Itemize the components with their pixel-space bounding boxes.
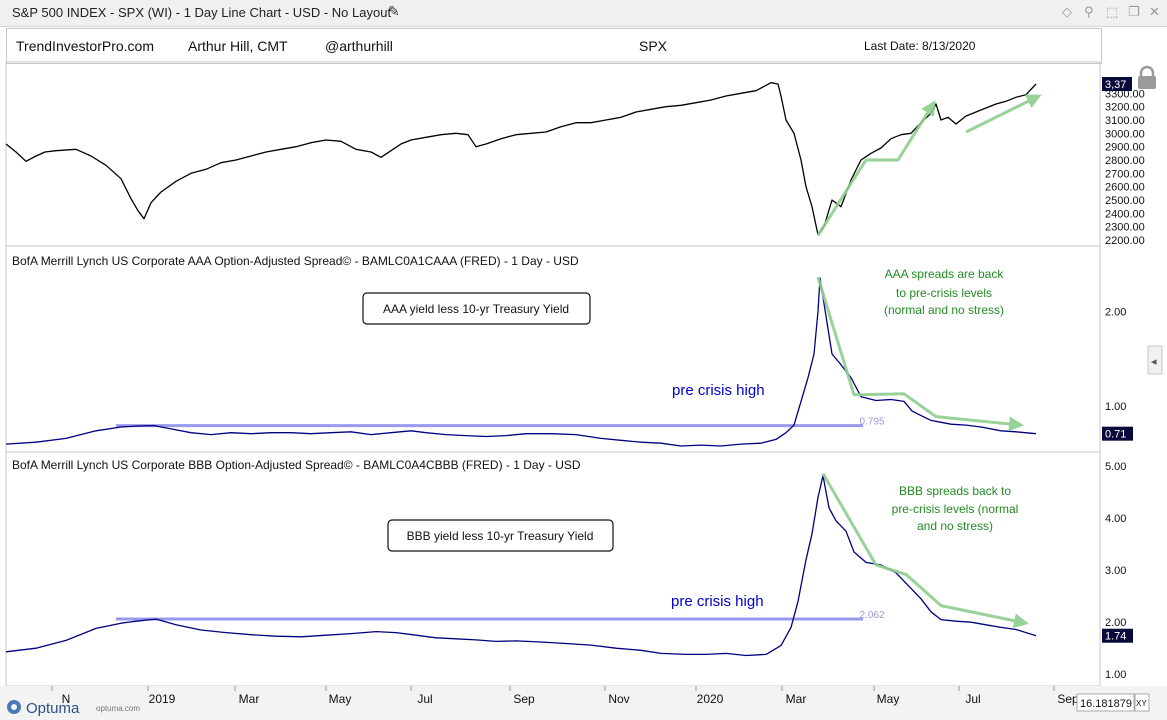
bbb-y-tick: 3.00 xyxy=(1105,565,1126,577)
bbb-trend-arrow xyxy=(821,472,1029,629)
x-axis-label: May xyxy=(329,692,352,706)
aaa-note-line2: to pre-crisis levels xyxy=(896,286,992,300)
aaa-y-tick: 2.00 xyxy=(1105,306,1126,318)
x-axis-label: 2019 xyxy=(149,692,176,706)
spx-trend-arrow xyxy=(965,94,1042,134)
pencil-icon[interactable]: ✎ xyxy=(388,3,400,19)
bbb-crisis-label: pre crisis high xyxy=(671,593,764,610)
spx-y-tick: 2700.00 xyxy=(1105,168,1145,180)
scale-readout-box xyxy=(1076,693,1135,712)
spx-y-tick: 2600.00 xyxy=(1105,182,1145,194)
spx-y-tick: 2400.00 xyxy=(1105,208,1145,220)
window-titlebar: S&P 500 INDEX - SPX (WI) - 1 Day Line Ch… xyxy=(0,0,1167,27)
aaa-last-value-text: 0.71 xyxy=(1105,429,1126,441)
bbb-label-box xyxy=(387,519,614,552)
restore-icon[interactable]: ❐ xyxy=(1128,4,1140,19)
pin-icon[interactable]: ⚲ xyxy=(1084,4,1094,19)
bbb-label-text: BBB yield less 10-yr Treasury Yield xyxy=(407,529,594,543)
spx-panel xyxy=(5,61,1101,247)
bbb-note-line2: pre-crisis levels (normal xyxy=(892,502,1019,516)
scale-readout: 16.181879 xyxy=(1080,698,1132,710)
settings-icon[interactable]: ⬚ xyxy=(1106,4,1119,19)
diamond-icon[interactable]: ◇ xyxy=(1062,4,1072,19)
spx-y-tick: 3100.00 xyxy=(1105,115,1145,127)
spx-y-tick: 2800.00 xyxy=(1105,155,1145,167)
x-axis-label: Sep xyxy=(513,692,535,706)
xy-toggle-button[interactable] xyxy=(1134,693,1150,712)
spx-y-tick: 2200.00 xyxy=(1105,235,1145,247)
aaa-note-line3: (normal and no stress) xyxy=(884,303,1004,317)
chevron-left-icon[interactable]: ◂ xyxy=(1151,356,1157,368)
last-date-label: Last Date: 8/13/2020 xyxy=(864,39,976,53)
lock-icon[interactable] xyxy=(1138,65,1156,89)
spx-series-line xyxy=(5,82,1037,236)
bbb-y-tick: 1.00 xyxy=(1105,669,1126,681)
aaa-trend-arrow xyxy=(816,276,1024,432)
optuma-logo xyxy=(7,700,21,714)
optuma-site: optuma.com xyxy=(96,704,140,713)
aaa-crisis-label: pre crisis high xyxy=(672,382,765,399)
x-axis-label: Sep xyxy=(1057,692,1079,706)
author-label: Arthur Hill, CMT xyxy=(188,38,288,54)
bbb-y-tick: 5.00 xyxy=(1105,461,1126,473)
bbb-note-line3: and no stress) xyxy=(917,519,993,533)
x-axis-label: N xyxy=(62,692,71,706)
bbb-last-value-text: 1.74 xyxy=(1105,631,1126,643)
x-axis-label: Jul xyxy=(417,692,432,706)
x-axis-label: Nov xyxy=(608,692,629,706)
spx-trend-arrow xyxy=(816,100,936,237)
bbb-y-tick: 4.00 xyxy=(1105,513,1126,525)
spx-y-tick: 2300.00 xyxy=(1105,222,1145,234)
x-axis-label: Mar xyxy=(786,692,807,706)
aaa-last-value-badge xyxy=(1102,426,1133,441)
bbb-series-line xyxy=(5,474,1037,657)
spx-last-value-text: 3,37 xyxy=(1105,79,1126,91)
x-axis-label: Jul xyxy=(965,692,980,706)
bbb-y-tick: 2.00 xyxy=(1105,617,1126,629)
spx-y-tick: 2500.00 xyxy=(1105,195,1145,207)
spx-y-tick: 3300.00 xyxy=(1105,88,1145,100)
bbb-last-value-badge xyxy=(1102,628,1133,643)
x-axis-labels: N 2019 Mar May Jul Sep Nov 2020 Mar May Jul Sep xyxy=(51,686,1079,706)
aaa-crisis-value: 0.795 xyxy=(859,417,884,428)
close-icon[interactable]: ✕ xyxy=(1149,4,1160,19)
aaa-y-tick: 1.00 xyxy=(1105,401,1126,413)
site-label: TrendInvestorPro.com xyxy=(16,38,154,54)
optuma-brand: Optuma xyxy=(26,700,80,717)
window-title: S&P 500 INDEX - SPX (WI) - 1 Day Line Ch… xyxy=(12,5,392,20)
x-axis-bar xyxy=(0,686,1167,720)
aaa-label-box xyxy=(362,292,591,325)
x-axis-label: 2020 xyxy=(697,692,724,706)
aaa-label-text: AAA yield less 10-yr Treasury Yield xyxy=(383,302,569,316)
x-axis-label: Mar xyxy=(239,692,260,706)
chart-info-bar: TrendInvestorPro.com Arthur Hill, CMT @a… xyxy=(6,28,1102,64)
bbb-panel-title: BofA Merrill Lynch US Corporate BBB Opti… xyxy=(12,458,581,472)
collapse-panel-button[interactable] xyxy=(1147,345,1163,375)
x-axis-label: May xyxy=(877,692,900,706)
spx-y-tick: 3200.00 xyxy=(1105,102,1145,114)
symbol-label: SPX xyxy=(639,38,668,54)
aaa-panel-title: BofA Merrill Lynch US Corporate AAA Opti… xyxy=(12,254,579,268)
aaa-series-line xyxy=(5,277,1037,447)
spx-y-tick: 2900.00 xyxy=(1105,142,1145,154)
xy-toggle-label[interactable]: XY xyxy=(1136,699,1147,708)
bbb-crisis-value: 2.062 xyxy=(859,610,884,621)
spx-last-value-badge xyxy=(1102,77,1132,91)
handle-label: @arthurhill xyxy=(325,38,393,54)
spx-y-tick: 3000.00 xyxy=(1105,128,1145,140)
bbb-note-line1: BBB spreads back to xyxy=(899,484,1011,498)
aaa-note-line1: AAA spreads are back xyxy=(885,267,1005,281)
